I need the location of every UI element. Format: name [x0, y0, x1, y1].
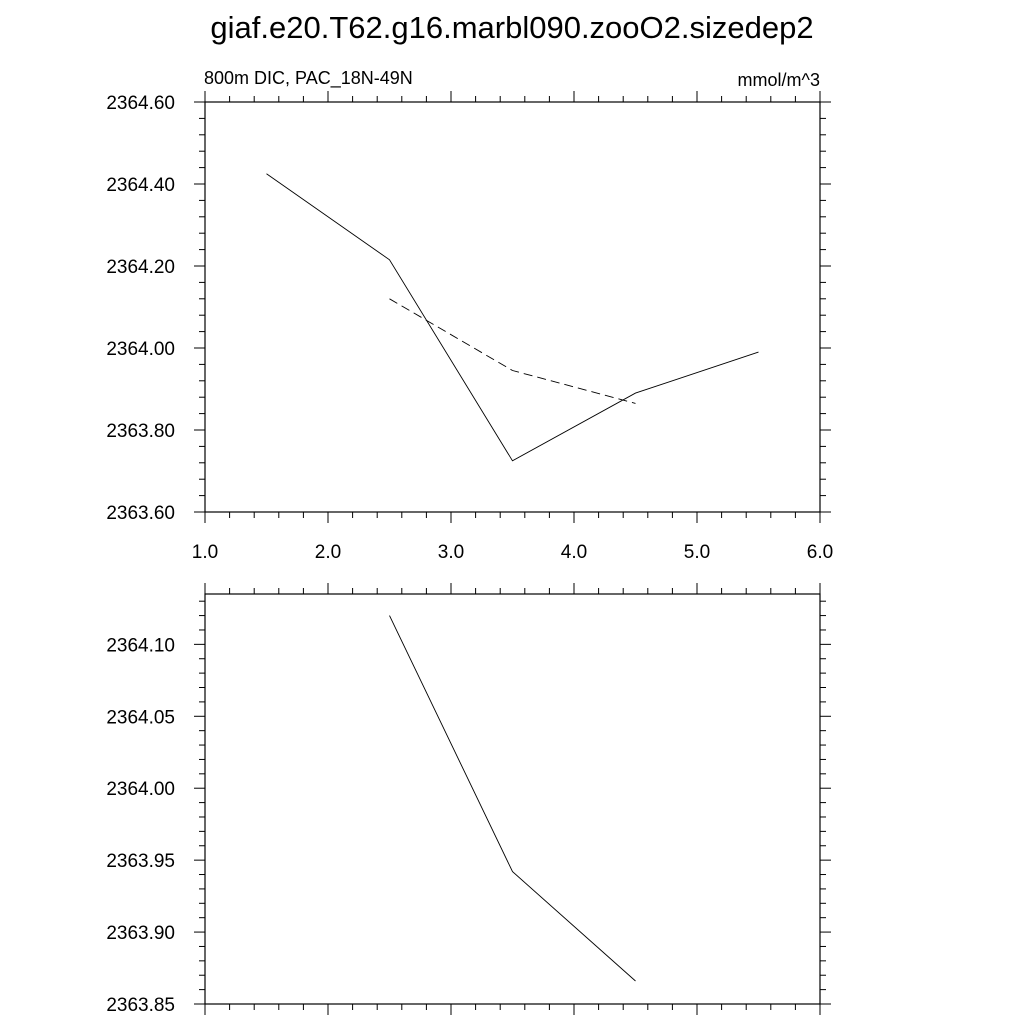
y-tick-label: 2364.00 — [106, 339, 175, 360]
y-tick-label: 2363.90 — [106, 923, 175, 944]
y-tick-label: 2363.60 — [106, 503, 175, 524]
y-tick-label: 2364.00 — [106, 779, 175, 800]
y-tick-label: 2364.10 — [106, 635, 175, 656]
series-line-1 — [389, 615, 636, 982]
x-tick-label: 2.0 — [315, 542, 341, 563]
series-line-2 — [389, 298, 636, 404]
panel-1-plot-area: 1.0 2.0 3.0 4.0 5.0 6.0 2363.60 2363.80 2364.00 2… — [106, 91, 833, 563]
panel-1-units-label: mmol/m^3 — [738, 70, 820, 90]
x-tick-label: 5.0 — [684, 542, 710, 563]
x-tick-label: 6.0 — [807, 542, 833, 563]
y-tick-label: 2364.60 — [106, 93, 175, 114]
y-tick-label: 2363.80 — [106, 421, 175, 442]
y-tick-label: 2364.20 — [106, 257, 175, 278]
x-tick-label: 1.0 — [192, 542, 218, 563]
y-tick-label: 2363.85 — [106, 995, 175, 1016]
chart-title: giaf.e20.T62.g16.marbl090.zooO2.sizedep2 — [210, 10, 813, 45]
plot-frame — [204, 101, 821, 513]
x-tick-label: 3.0 — [438, 542, 464, 563]
plot-frame — [204, 593, 821, 1005]
x-tick-label: 4.0 — [561, 542, 587, 563]
y-tick-label: 2364.40 — [106, 175, 175, 196]
y-tick-label: 2364.05 — [106, 707, 175, 728]
panel-1-left-label: 800m DIC, PAC_18N-49N — [204, 68, 413, 89]
panel-2-plot-area: 2363.85 2363.90 2363.95 2364.00 2364.05 2364.… — [106, 583, 831, 1016]
series-line-1 — [266, 173, 759, 462]
y-tick-label: 2363.95 — [106, 851, 175, 872]
